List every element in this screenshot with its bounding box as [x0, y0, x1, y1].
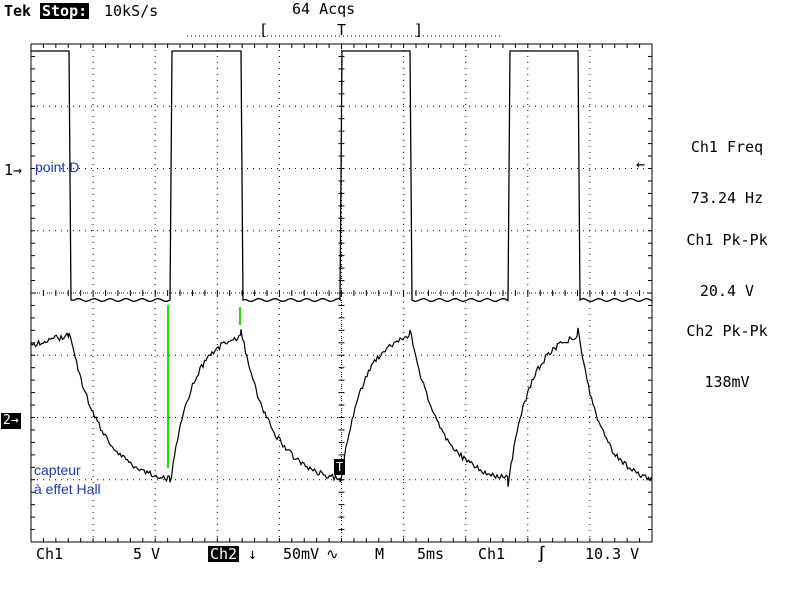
measurement-ch1-freq: Ch1 Freq 73.24 Hz: [662, 105, 792, 224]
trigger-position-marker: T: [337, 21, 347, 39]
measurement-name: Ch1 Pk-Pk: [686, 231, 768, 249]
acquisition-state: Stop:: [40, 2, 90, 20]
rising-edge-icon: ∫: [537, 545, 547, 563]
ch2-ground-marker: 2→: [1, 413, 21, 429]
footer-trig-level: 10.3 V: [585, 545, 640, 563]
channel2-trace: [30, 327, 653, 487]
brand-label: Tek: [4, 2, 32, 20]
footer-ch2-scale: 50mV: [283, 545, 320, 563]
measurement-ch1-pkpk: Ch1 Pk-Pk 20.4 V: [662, 198, 792, 317]
sample-rate: 10kS/s: [104, 2, 159, 20]
measurement-name: Ch1 Freq: [690, 138, 764, 156]
footer-trig-source: Ch1: [478, 545, 506, 563]
trigger-level-arrow: ←: [636, 155, 646, 173]
measurement-value: 20.4 V: [699, 282, 755, 300]
footer-ch2: Ch2: [208, 545, 240, 563]
trace2-annotation-line2: à effet Hall: [34, 481, 101, 497]
footer-ch1-scale: 5 V: [133, 545, 161, 563]
acquisition-count: 64 Acqs: [292, 0, 356, 18]
graticule: [30, 35, 653, 543]
bandwidth-icon: ∿: [326, 545, 339, 563]
ch1-ground-marker: 1→: [4, 161, 23, 179]
trigger-bracket-right: ]: [414, 21, 424, 39]
channel1-trace: [31, 50, 653, 303]
footer-timebase-label: M: [375, 545, 385, 563]
measurement-value: 73.24 Hz: [690, 189, 764, 207]
trigger-point-marker: T: [334, 459, 346, 475]
trigger-bracket-left: [: [259, 21, 269, 39]
measurement-ch2-pkpk: Ch2 Pk-Pk 138mV: [662, 289, 792, 408]
measurement-name: Ch2 Pk-Pk: [686, 322, 768, 340]
down-arrow-icon: ↓: [248, 545, 258, 563]
trace2-annotation-line1: capteur: [34, 462, 81, 478]
footer-ch1: Ch1: [36, 545, 64, 563]
footer-timebase: 5ms: [417, 545, 445, 563]
measurement-value: 138mV: [704, 373, 750, 391]
trace1-annotation: point D: [35, 159, 80, 175]
